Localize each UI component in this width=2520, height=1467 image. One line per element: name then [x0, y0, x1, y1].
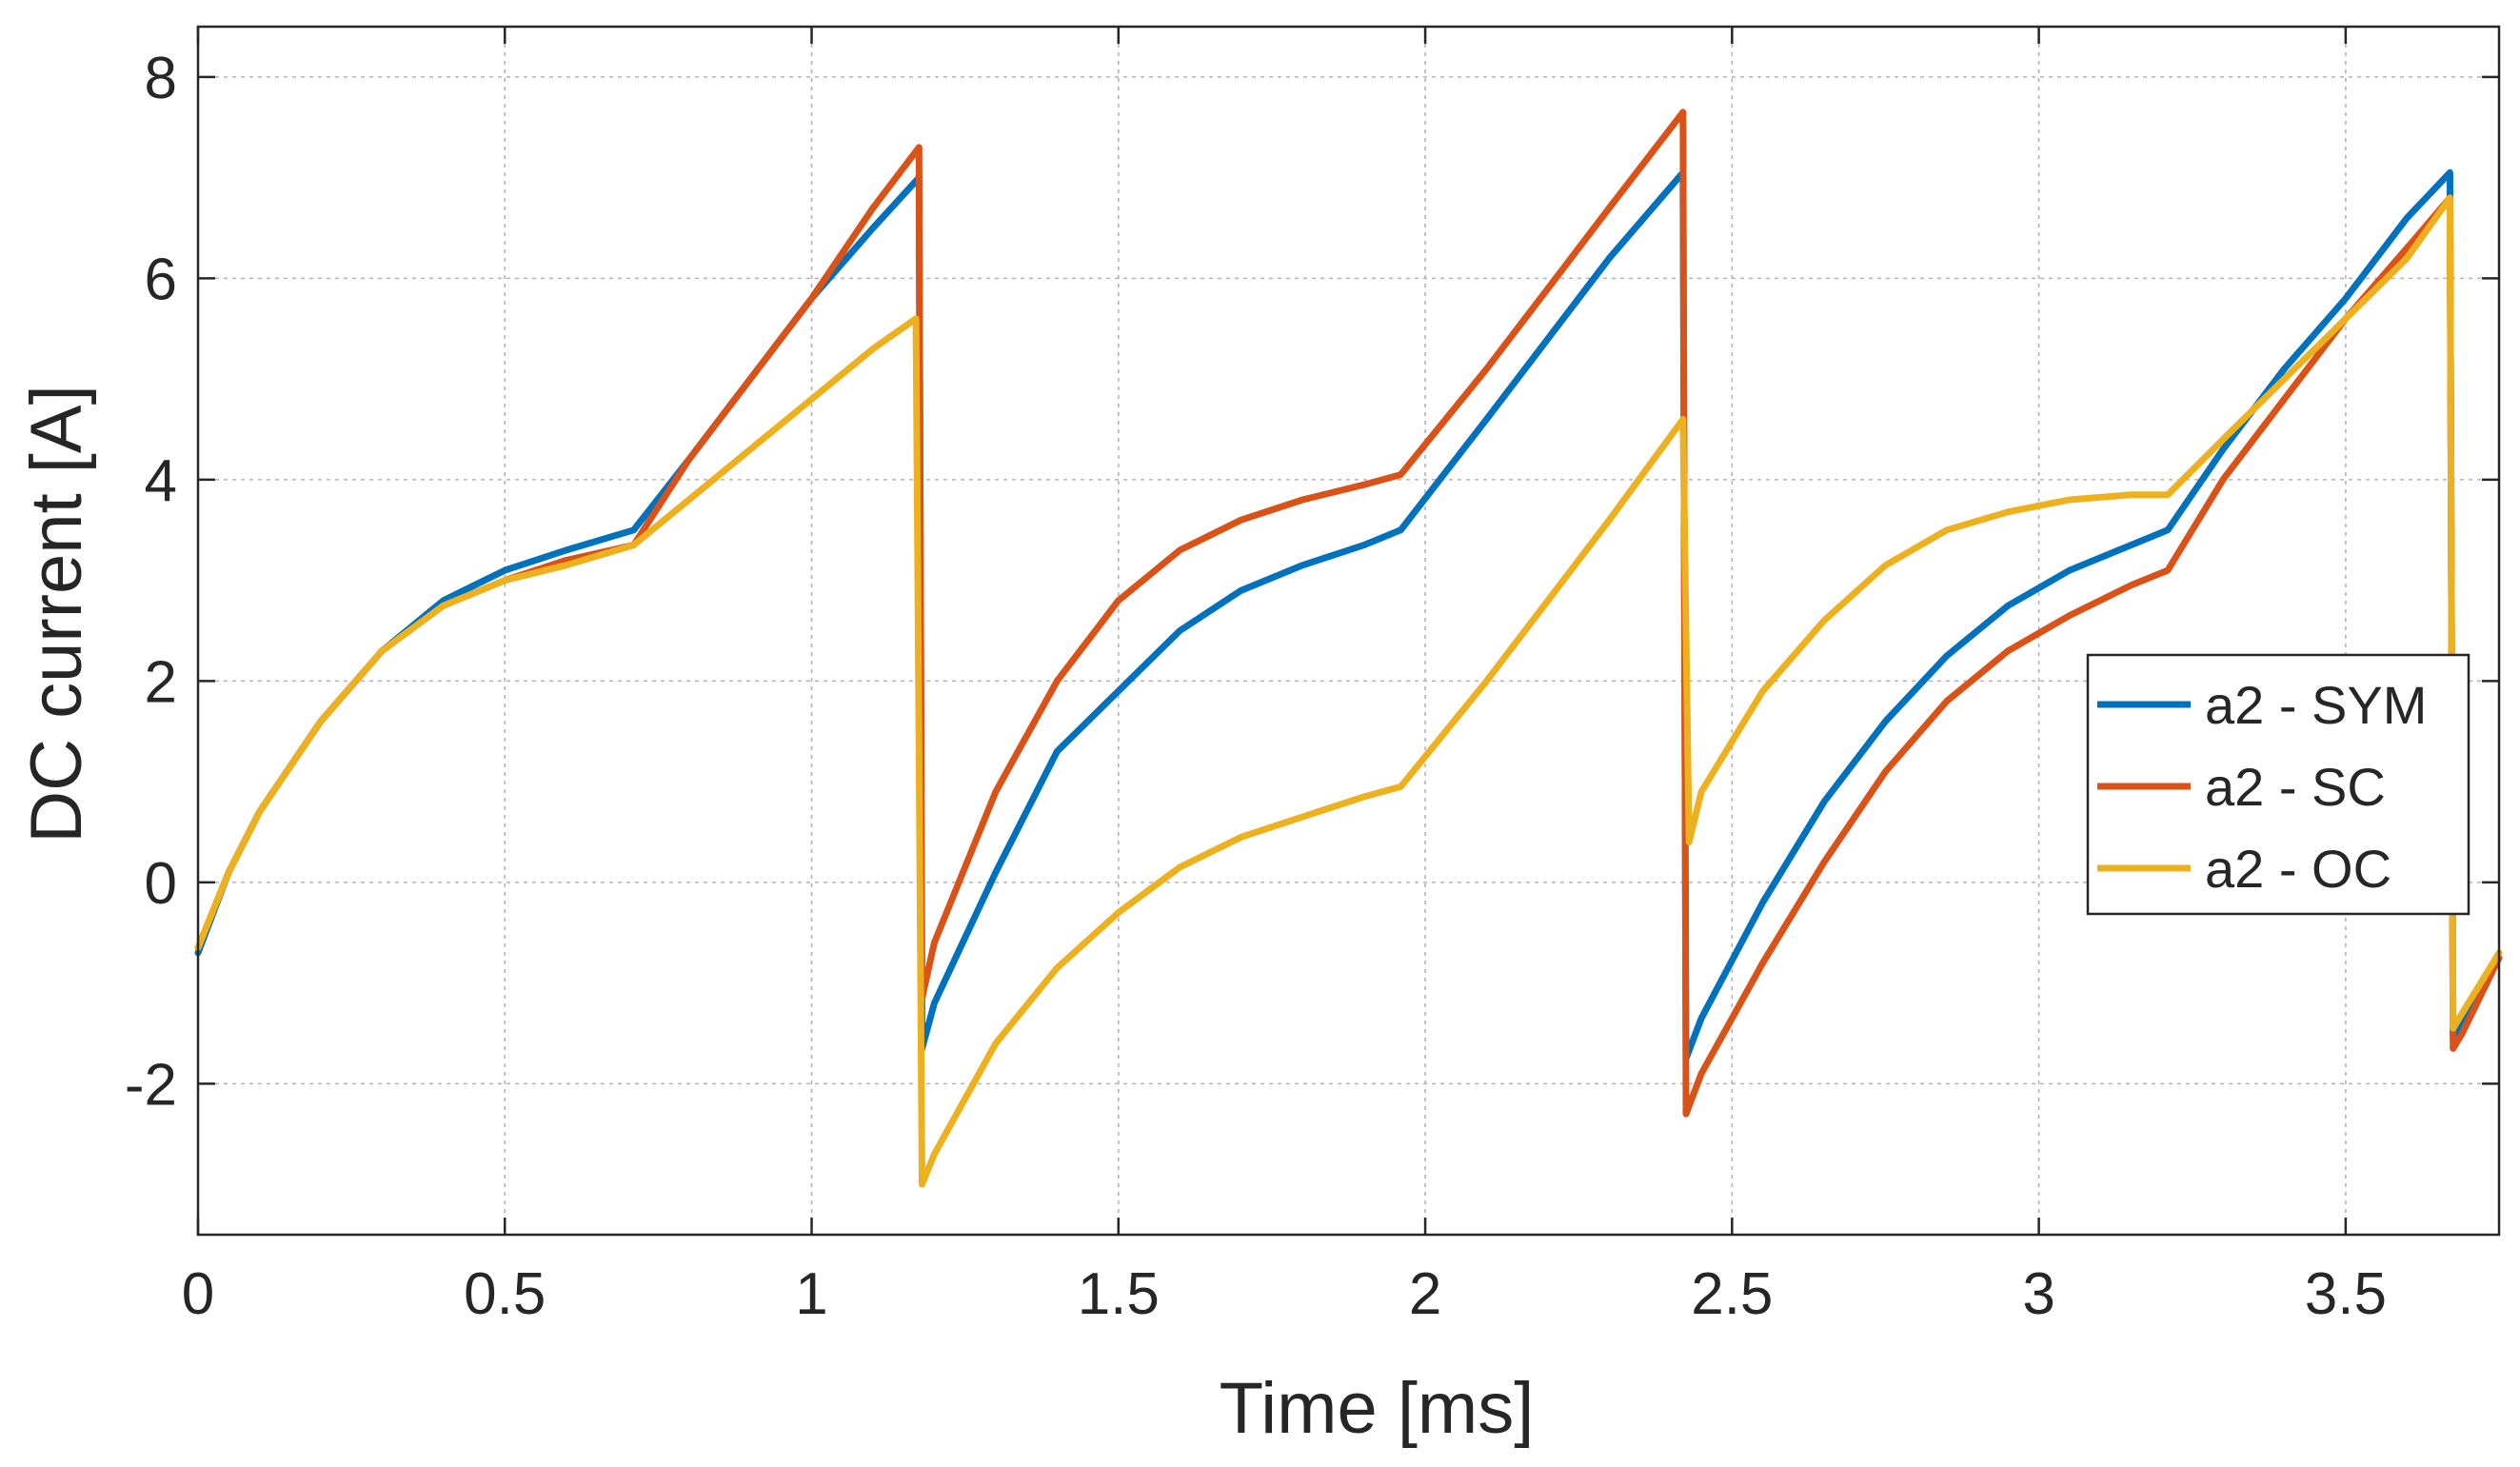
tick-labels: 0 0.5 1 1.5 2 2.5 3 3.5 -2 0 2 4 6 8 [125, 46, 2387, 1327]
x-tick-label: 1.5 [1078, 1261, 1160, 1327]
x-tick-label: 2.5 [1691, 1261, 1773, 1327]
x-tick-label: 0 [182, 1261, 214, 1327]
plot-area [198, 27, 2499, 1235]
legend: a2 - SYM a2 - SC a2 - OC [2086, 653, 2470, 916]
x-tick-label: 2 [1409, 1261, 1441, 1327]
y-tick-label: 2 [145, 649, 177, 715]
series-line-2 [194, 194, 2503, 1188]
x-tick-label: 3.5 [2305, 1261, 2387, 1327]
y-tick-label: 0 [145, 851, 177, 917]
grid-lines [198, 27, 2499, 1235]
y-tick-label: 6 [145, 247, 177, 312]
legend-label: a2 - OC [2205, 839, 2391, 899]
x-tick-label: 0.5 [464, 1261, 546, 1327]
axes-frame [196, 25, 2501, 1237]
x-tick-label: 1 [795, 1261, 827, 1327]
y-tick-label: -2 [125, 1052, 177, 1118]
legend-label: a2 - SYM [2205, 675, 2427, 735]
series-line-0 [194, 169, 2503, 1062]
x-tick-label: 3 [2022, 1261, 2054, 1327]
y-axis-label: DC current [A] [16, 385, 97, 843]
legend-label: a2 - SC [2205, 757, 2386, 817]
y-tick-label: 4 [145, 448, 177, 514]
y-tick-label: 8 [145, 46, 177, 111]
tick-marks [196, 27, 2499, 1235]
x-axis-label: Time [ms] [1220, 1368, 1535, 1449]
series-layer [194, 109, 2503, 1188]
